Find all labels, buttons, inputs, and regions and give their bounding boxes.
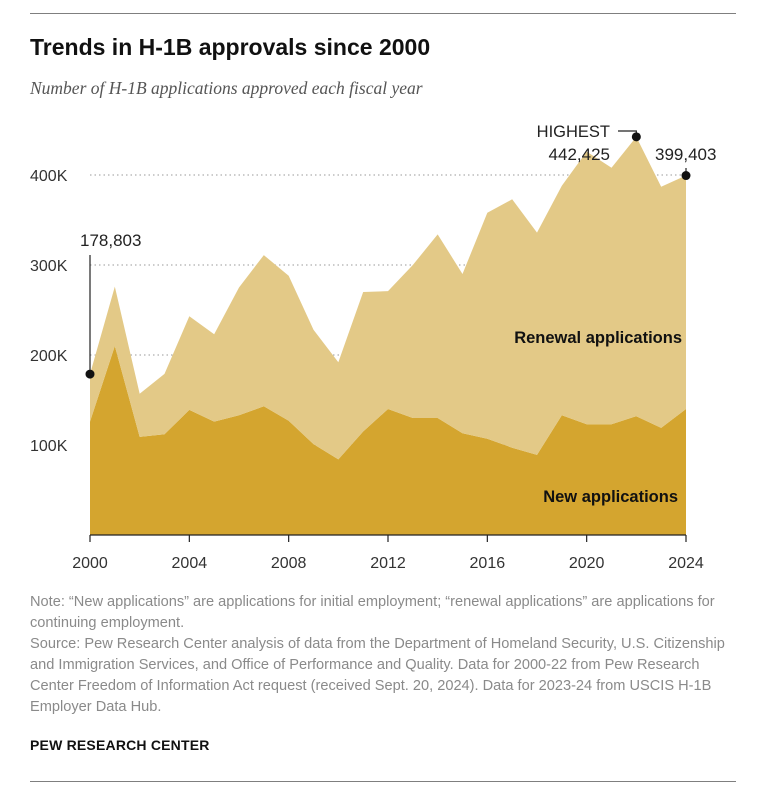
x-tick-label: 2000 — [72, 555, 108, 572]
annotation-value: 178,803 — [80, 231, 141, 250]
y-tick-label: 200K — [30, 348, 68, 365]
series-labels: Renewal applications New applications — [514, 329, 682, 506]
annotation-point — [631, 132, 641, 142]
top-rule — [30, 13, 736, 14]
x-tick-label: 2016 — [470, 555, 506, 572]
bottom-rule — [30, 781, 736, 782]
y-axis: 100K 200K 300K 400K — [30, 168, 68, 455]
x-axis: 2000 2004 2008 2012 2016 2020 2024 — [72, 534, 704, 572]
annotation-label: HIGHEST — [537, 123, 610, 141]
x-tick-label: 2012 — [370, 555, 406, 572]
annotations: 178,803 HIGHEST 442,425 399,403 — [80, 123, 716, 379]
annotation-point — [85, 369, 95, 379]
x-tick-label: 2020 — [569, 555, 605, 572]
chart-subtitle: Number of H-1B applications approved eac… — [30, 78, 423, 98]
series-label-new: New applications — [543, 488, 678, 506]
chart-title: Trends in H-1B approvals since 2000 — [30, 34, 431, 60]
x-tick-label: 2024 — [668, 555, 704, 572]
y-tick-label: 100K — [30, 438, 68, 455]
y-tick-label: 300K — [30, 258, 68, 275]
y-tick-label: 400K — [30, 168, 68, 185]
series-label-renewal: Renewal applications — [514, 329, 682, 347]
area-renewal-applications — [90, 136, 686, 460]
x-tick-label: 2008 — [271, 555, 307, 572]
area-chart: 100K 200K 300K 400K 2000 2004 2008 2012 2016 202… — [30, 123, 716, 572]
note-text: Note: “New applications” are application… — [30, 594, 715, 631]
annotation-point — [681, 171, 691, 181]
chart-notes: Note: “New applications” are application… — [30, 592, 736, 718]
source-text: Source: Pew Research Center analysis of … — [30, 636, 725, 715]
brand-logo-text: PEW RESEARCH CENTER — [30, 737, 210, 753]
chart-areas — [90, 136, 686, 535]
annotation-value: 399,403 — [655, 145, 716, 164]
x-tick-label: 2004 — [172, 555, 208, 572]
area-new-applications — [90, 346, 686, 535]
annotation-value: 442,425 — [549, 145, 610, 164]
